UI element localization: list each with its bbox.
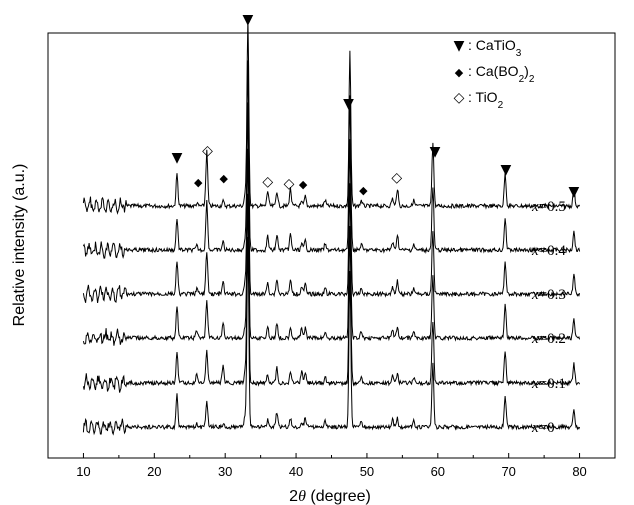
trace-x=0.3 [82, 102, 581, 303]
legend-formula-close: ) [524, 63, 529, 79]
series-label-value: =0 [539, 420, 555, 436]
x-axis-ticks [47, 453, 616, 458]
legend-colon: : [468, 63, 476, 79]
legend-subscript: 2 [498, 100, 504, 111]
series-label-variable: x [531, 199, 539, 215]
legend: ▼: CaTiO3◆: Ca(BO2)2◇: TiO2 [454, 37, 535, 111]
series-label-variable: x [531, 243, 539, 259]
series-label: x=0.2 [531, 331, 566, 347]
peak-marker: ◆ [220, 172, 229, 185]
x-axis-title-part-3: (degree) [306, 488, 371, 505]
legend-subscript: 3 [516, 48, 522, 59]
peak-markers: ▼ ◆ ◇ ◆ ▼ ◇ ◇ ◆ ▼ ◆ ◇ ▼ ▼ ▼ [172, 12, 580, 200]
peak-marker: ▼ [172, 150, 183, 166]
series-label: x=0.1 [531, 376, 566, 392]
trace-x=0.5 [82, 17, 581, 215]
peak-marker: ◇ [202, 143, 213, 159]
x-tick-label-20: 20 [147, 464, 161, 479]
x-tick-label-30: 30 [218, 464, 232, 479]
series-label: x=0.4 [531, 243, 566, 259]
x-tick-label-40: 40 [289, 464, 303, 479]
series-label-value: =0.5 [539, 199, 566, 215]
x-tick-label-70: 70 [501, 464, 515, 479]
legend-symbol: ◆ [455, 66, 464, 79]
peak-marker: ◆ [194, 176, 203, 189]
series-label: x=0.5 [531, 199, 566, 215]
trace-x=0.2 [82, 148, 581, 346]
legend-symbol: ▼ [454, 38, 465, 54]
legend-label: : CaTiO3 [468, 37, 522, 59]
trace-x=0.4 [82, 60, 581, 260]
legend-label: : Ca(BO2)2 [468, 63, 535, 85]
series-label-value: =0.3 [539, 287, 566, 303]
peak-marker: ◆ [299, 178, 308, 191]
xrd-traces [82, 17, 581, 436]
trace-x=0.1 [82, 193, 581, 393]
series-label-variable: x [531, 287, 539, 303]
series-label: x=0 [531, 420, 555, 436]
x-axis-tick-labels: 10 20 30 40 50 60 70 80 [76, 464, 587, 479]
series-label-variable: x [531, 331, 539, 347]
x-tick-label-50: 50 [360, 464, 374, 479]
peak-marker: ◇ [284, 176, 295, 192]
peak-marker: ◇ [262, 174, 273, 190]
x-tick-label-80: 80 [572, 464, 586, 479]
series-label: x=0.3 [531, 287, 566, 303]
x-axis-title: 2θ (degree) [289, 488, 371, 505]
series-label-variable: x [531, 376, 539, 392]
series-labels: x=0.5x=0.4x=0.3x=0.2x=0.1x=0 [531, 199, 566, 436]
peak-marker: ▼ [430, 144, 441, 160]
legend-colon: : [468, 89, 476, 105]
legend-label: : TiO2 [468, 89, 504, 111]
legend-colon: : [468, 37, 476, 53]
legend-formula: Ca(BO [476, 63, 519, 79]
peak-marker: ◇ [391, 170, 402, 186]
peak-marker: ▼ [242, 12, 253, 28]
peak-marker: ▼ [569, 184, 580, 200]
x-tick-label-10: 10 [76, 464, 90, 479]
trace-x=0 [82, 236, 581, 436]
legend-formula: CaTiO [476, 37, 516, 53]
x-tick-label-60: 60 [431, 464, 445, 479]
legend-subscript: 2 [529, 74, 535, 85]
peak-marker: ▼ [343, 96, 354, 112]
series-label-variable: x [531, 420, 539, 436]
x-axis-title-theta: θ [298, 488, 306, 505]
legend-subscript: 2 [519, 74, 525, 85]
series-label-value: =0.1 [539, 376, 566, 392]
x-axis-title-part-1: 2 [289, 488, 298, 505]
series-label-value: =0.4 [539, 243, 567, 259]
series-label-value: =0.2 [539, 331, 566, 347]
y-axis-title: Relative intensity (a.u.) [11, 164, 28, 327]
legend-formula: TiO [476, 89, 498, 105]
plot-frame [47, 32, 616, 459]
legend-symbol: ◇ [454, 90, 465, 106]
peak-marker: ◆ [359, 184, 368, 197]
peak-marker: ▼ [500, 162, 511, 178]
